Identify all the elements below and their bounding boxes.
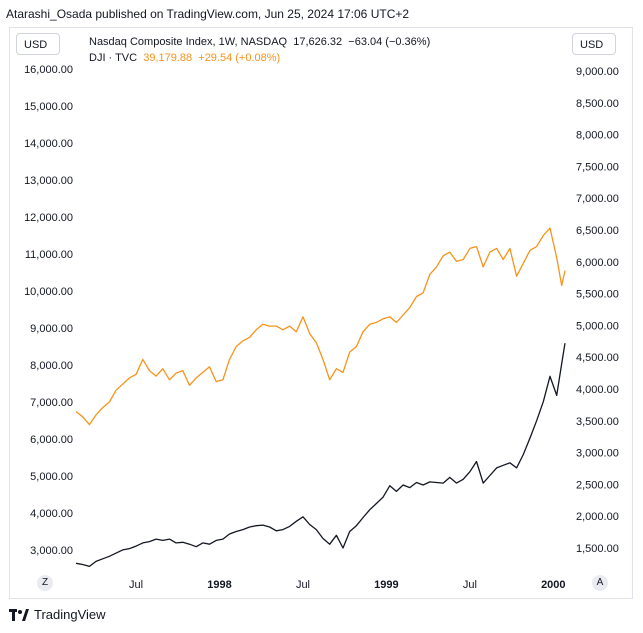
right-axis-tick-label: 2,500.00: [576, 479, 619, 491]
right-axis-tick-label: 2,000.00: [576, 511, 619, 523]
tradingview-brand[interactable]: TradingView: [9, 607, 106, 622]
right-scale-currency-button[interactable]: USD: [572, 33, 616, 55]
left-axis-tick-label: 7,000.00: [30, 397, 73, 409]
brand-name: TradingView: [34, 607, 106, 622]
right-axis-tick-label: 8,000.00: [576, 130, 619, 142]
right-axis-tick-label: 4,000.00: [576, 384, 619, 396]
x-axis-tick-label: 2000: [541, 579, 565, 591]
tradingview-logo-icon: [9, 608, 29, 621]
series-line-nasdaq-composite: [75, 343, 566, 568]
x-axis-tick-label: Jul: [463, 579, 477, 591]
right-axis-tick-label: 9,000.00: [576, 66, 619, 78]
log-scale-toggle[interactable]: Z: [37, 575, 53, 591]
left-axis-tick-label: 12,000.00: [24, 212, 73, 224]
right-axis-tick-label: 1,500.00: [576, 543, 619, 555]
right-axis-tick-label: 3,000.00: [576, 448, 619, 460]
x-axis-tick-label: Jul: [296, 579, 310, 591]
left-axis-tick-label: 16,000.00: [24, 64, 73, 76]
legend-secondary-title: DJI · TVC: [89, 52, 138, 64]
left-axis-tick-label: 9,000.00: [30, 323, 73, 335]
x-axis-tick-label: 1999: [374, 579, 398, 591]
left-axis-tick-label: 15,000.00: [24, 101, 73, 113]
right-axis-tick-label: 3,500.00: [576, 416, 619, 428]
right-axis-tick-label: 4,500.00: [576, 352, 619, 364]
legend-primary-title: Nasdaq Composite Index, 1W, NASDAQ: [89, 36, 288, 48]
left-axis-tick-label: 3,000.00: [30, 545, 73, 557]
x-axis-tick-label: 1998: [207, 579, 231, 591]
right-axis-tick-label: 8,500.00: [576, 98, 619, 110]
left-axis-tick-label: 5,000.00: [30, 471, 73, 483]
left-axis-tick-label: 14,000.00: [24, 138, 73, 150]
legend-primary-change: −63.04 (−0.36%): [348, 36, 431, 48]
right-axis-tick-label: 5,500.00: [576, 289, 619, 301]
publisher-caption: Atarashi_Osada published on TradingView.…: [6, 7, 410, 21]
left-axis-tick-label: 10,000.00: [24, 286, 73, 298]
series-line-dji: [75, 227, 566, 426]
right-axis-tick-label: 5,000.00: [576, 320, 619, 332]
right-axis-tick-label: 7,000.00: [576, 193, 619, 205]
legend-primary: Nasdaq Composite Index, 1W, NASDAQ 17,62…: [89, 36, 430, 48]
x-axis-tick-label: Jul: [129, 579, 143, 591]
left-axis-tick-label: 13,000.00: [24, 175, 73, 187]
legend-secondary-change: +29.54 (+0.08%): [198, 52, 281, 64]
legend-primary-last: 17,626.32: [293, 36, 343, 48]
left-scale-currency-button[interactable]: USD: [16, 33, 60, 55]
legend-secondary: DJI · TVC 39,179.88 +29.54 (+0.08%): [89, 52, 280, 64]
left-axis-tick-label: 4,000.00: [30, 508, 73, 520]
right-axis-tick-label: 7,500.00: [576, 161, 619, 173]
auto-scale-toggle[interactable]: A: [592, 575, 608, 591]
chart-frame: [9, 27, 633, 599]
left-axis-tick-label: 8,000.00: [30, 360, 73, 372]
right-axis-tick-label: 6,000.00: [576, 257, 619, 269]
right-axis-tick-label: 6,500.00: [576, 225, 619, 237]
left-axis-tick-label: 11,000.00: [25, 249, 73, 261]
left-axis-tick-label: 6,000.00: [30, 434, 73, 446]
legend-secondary-last: 39,179.88: [143, 52, 193, 64]
